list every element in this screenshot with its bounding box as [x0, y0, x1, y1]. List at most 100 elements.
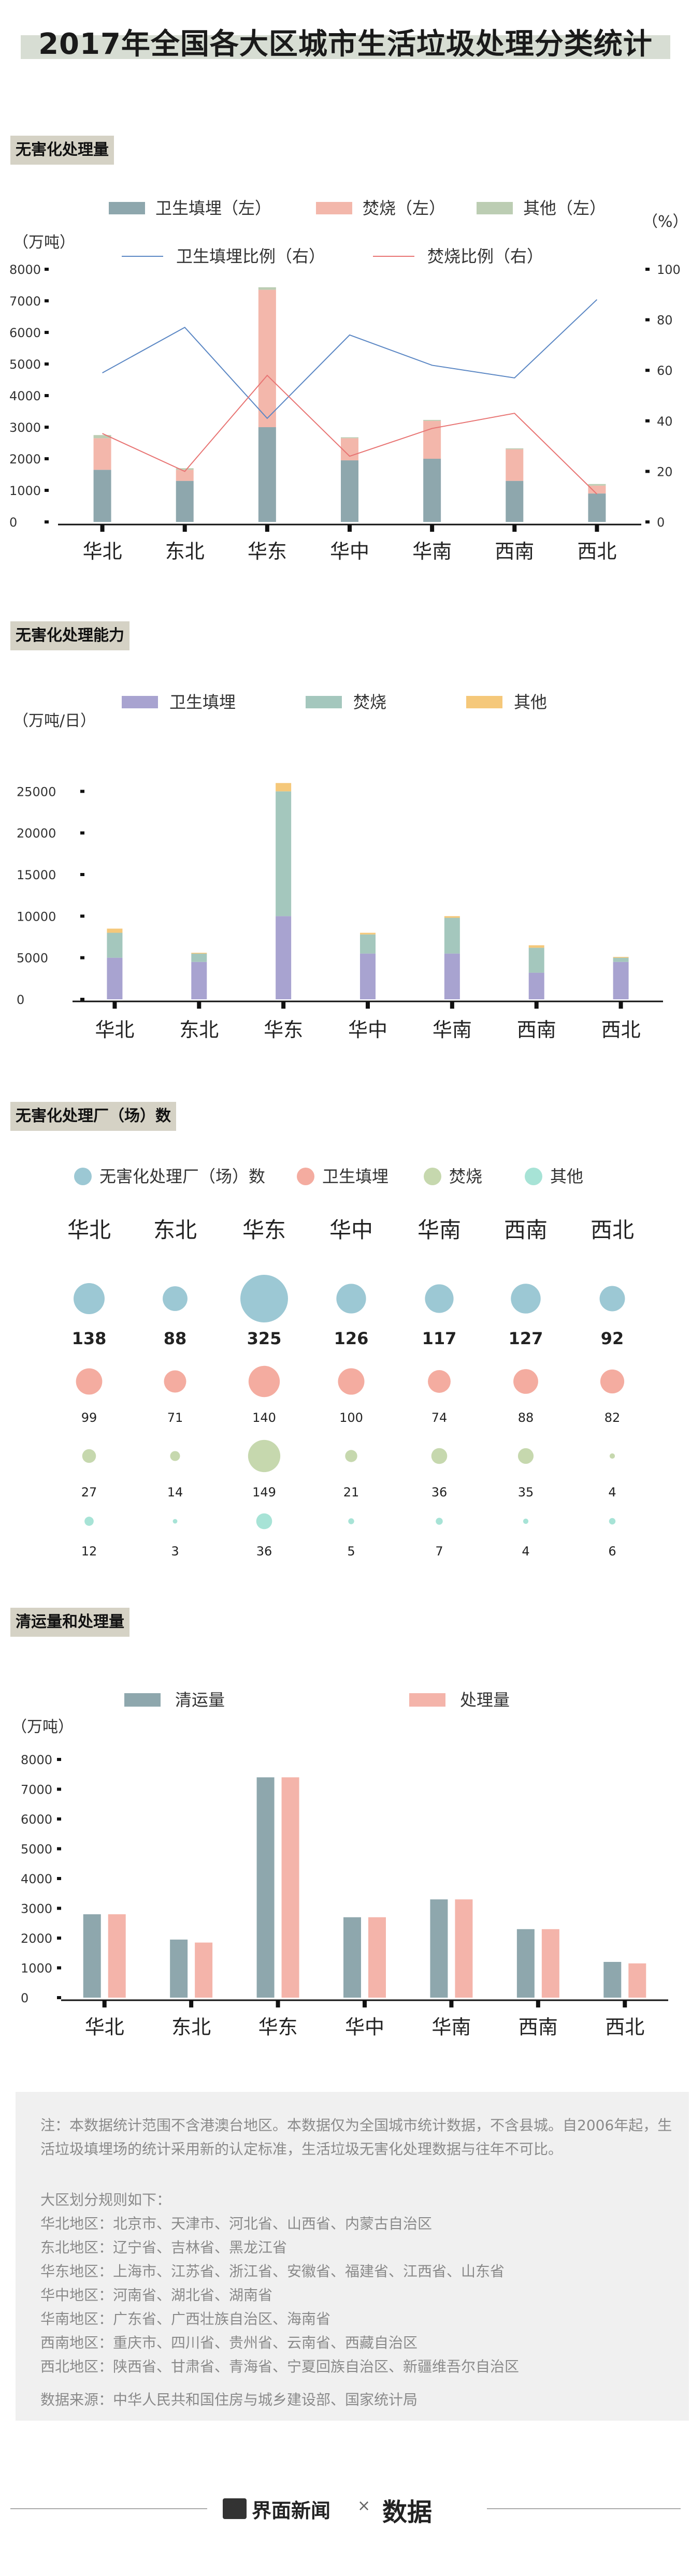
y-tick-label: 0 — [9, 515, 17, 530]
y-axis-label: （万吨） — [11, 1718, 74, 1736]
legend-label: 其他（左） — [523, 198, 606, 218]
bubble — [170, 1451, 180, 1461]
x-tick-label: 东北 — [165, 540, 205, 563]
y2-tick-label: 20 — [657, 464, 673, 479]
bubble-value: 74 — [431, 1410, 448, 1425]
legend-label: 无害化处理厂（场）数 — [99, 1167, 265, 1186]
stacked-bar-segment — [258, 287, 276, 290]
note-line-huanan: 华南地区：广东省、广西壮族自治区、海南省 — [40, 2310, 331, 2327]
legend-label: 卫生填埋 — [169, 692, 236, 712]
bubble-value: 140 — [252, 1410, 276, 1425]
x-tick-mark — [348, 525, 352, 532]
y-tick-label: 4000 — [21, 1872, 52, 1886]
grouped-bar — [541, 1929, 559, 1998]
x-tick-mark — [197, 1001, 201, 1009]
bubble-value: 5 — [347, 1544, 355, 1559]
y2-tick-label: 0 — [657, 515, 665, 530]
region-header: 西南 — [504, 1217, 548, 1243]
note-line-xibei: 西北地区：陕西省、甘肃省、青海省、宁夏回族自治区、新疆维吾尔自治区 — [40, 2358, 520, 2375]
stacked-bar-segment — [176, 468, 194, 470]
x-tick-mark — [102, 2000, 107, 2007]
y-tick-mark — [45, 489, 49, 492]
legend-swatch — [122, 696, 158, 708]
section-header-3: 无害化处理厂（场）数 — [10, 1102, 176, 1131]
section-header-2: 无害化处理能力 — [10, 621, 129, 650]
y-tick-mark — [57, 1787, 61, 1791]
stacked-bar-segment — [191, 953, 207, 954]
note-line-dongbei: 东北地区：辽宁省、吉林省、黑龙江省 — [40, 2239, 287, 2256]
stacked-bar-segment — [506, 448, 524, 449]
jiemian-logo-icon — [223, 2498, 247, 2519]
grouped-bar — [108, 1914, 126, 1998]
bubble — [348, 1518, 354, 1524]
y-tick-mark — [80, 998, 84, 1001]
bubble — [164, 1370, 186, 1393]
legend-dot — [297, 1168, 314, 1185]
series-line — [102, 299, 598, 419]
bubble — [345, 1450, 357, 1462]
legend-label: 卫生填埋（左） — [155, 198, 271, 218]
x-tick-mark — [430, 525, 435, 532]
bubble — [74, 1283, 105, 1314]
y-tick-mark — [45, 268, 49, 271]
x-tick-mark — [536, 2000, 540, 2007]
x-tick-mark — [112, 1001, 117, 1009]
y-tick-label: 7000 — [9, 294, 41, 309]
stacked-bar-segment — [360, 953, 376, 999]
x-tick-mark — [100, 525, 105, 532]
x-tick-label: 华中 — [330, 540, 369, 563]
stacked-bar-segment — [613, 957, 629, 962]
bubble-value: 138 — [72, 1329, 107, 1348]
y2-tick-label: 40 — [657, 414, 673, 429]
y-tick-label: 10000 — [17, 909, 56, 924]
grouped-bar — [195, 1942, 213, 1998]
x-tick-mark — [281, 1001, 286, 1009]
legend-label: 焚烧 — [353, 692, 386, 712]
legend-label: 其他 — [514, 692, 547, 712]
y-tick-mark — [80, 956, 84, 959]
x-tick-label: 西南 — [519, 2016, 558, 2039]
y-tick-mark — [45, 299, 49, 302]
grouped-bar — [455, 1899, 473, 1998]
footer-divider-left — [10, 2508, 207, 2509]
y-tick-mark — [57, 1877, 61, 1880]
grouped-bar — [368, 1917, 386, 1998]
y2-axis-label: （%） — [642, 213, 688, 231]
stacked-bar-segment — [444, 953, 460, 999]
y-tick-label: 0 — [17, 993, 24, 1007]
legend-swatch — [477, 202, 513, 214]
y-tick-mark — [45, 520, 49, 523]
bubble-value: 14 — [167, 1485, 183, 1500]
y-tick-mark — [45, 362, 49, 366]
legend-label: 焚烧 — [449, 1167, 482, 1186]
stacked-bar-segment — [506, 481, 524, 522]
stacked-bar-segment — [107, 933, 123, 958]
bubble — [248, 1439, 281, 1473]
x-tick-mark — [618, 1001, 623, 1009]
legend-swatch — [409, 1693, 445, 1707]
footer-divider-right — [487, 2508, 681, 2509]
stacked-bar-segment — [528, 945, 544, 948]
bubble-value: 88 — [518, 1410, 534, 1425]
bubble — [82, 1449, 96, 1463]
stacked-bar-segment — [360, 933, 376, 935]
stacked-bar-segment — [588, 484, 606, 486]
y-tick-label: 7000 — [21, 1783, 52, 1797]
shuju-logo: 数据 — [382, 2498, 433, 2527]
y-tick-mark — [45, 394, 49, 397]
bubble — [428, 1370, 451, 1393]
y-tick-mark — [57, 1937, 61, 1940]
stacked-bar-segment — [613, 957, 629, 958]
y-tick-label: 20000 — [17, 826, 56, 841]
x-tick-mark — [450, 1001, 454, 1009]
note-line-huabei: 华北地区：北京市、天津市、河北省、山西省、内蒙古自治区 — [40, 2215, 433, 2232]
note-source: 数据来源：中华人民共和国住房与城乡建设部、国家统计局 — [40, 2391, 418, 2408]
legend-dot — [525, 1168, 542, 1185]
y-axis-label: （万吨） — [13, 234, 75, 252]
x-tick-mark — [534, 1001, 539, 1009]
x-tick-mark — [623, 2000, 627, 2007]
bubble-value: 117 — [422, 1329, 457, 1348]
bubble — [172, 1519, 178, 1524]
y2-tick-mark — [645, 369, 650, 372]
